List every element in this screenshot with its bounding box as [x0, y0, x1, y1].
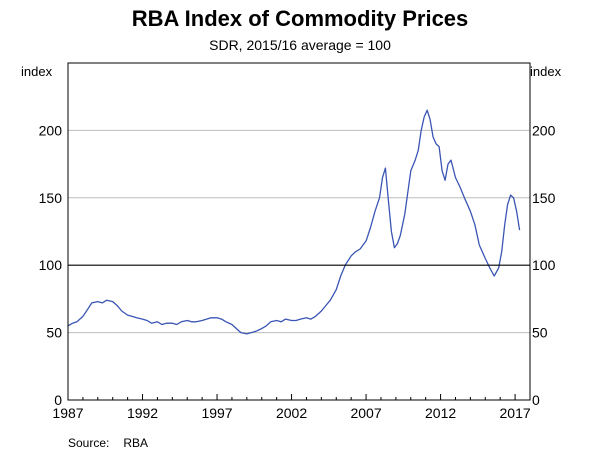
source-value: RBA: [123, 436, 149, 450]
y-tick-label-left-100: 100: [39, 257, 63, 273]
series-layer: [67, 109, 521, 335]
y-tick-label-left-150: 150: [39, 190, 63, 206]
x-tick-label-2012: 2012: [425, 405, 456, 421]
y-axis-label-left: index: [21, 64, 53, 79]
y-tick-label-left-0: 0: [54, 392, 62, 408]
y-tick-label-right-150: 150: [532, 190, 556, 206]
x-tick-label-1997: 1997: [201, 405, 232, 421]
y-tick-label-right-200: 200: [532, 122, 556, 138]
x-tick-label-1987: 1987: [52, 405, 83, 421]
chart-title: RBA Index of Commodity Prices: [131, 6, 469, 31]
y-tick-label-right-50: 50: [532, 325, 548, 341]
source-note: Source: RBA: [68, 436, 148, 450]
x-tick-label-2017: 2017: [500, 405, 531, 421]
y-tick-label-right-0: 0: [532, 392, 540, 408]
y-tick-label-left-50: 50: [46, 325, 62, 341]
x-tick-label-2002: 2002: [276, 405, 307, 421]
plot-frame: [67, 62, 531, 401]
y-axis-label-right: index: [530, 64, 562, 79]
tick-labels: 0 0 50 50 100 100 150 150 200 200 1987 1992 1997 2002…: [39, 122, 556, 421]
y-tick-label-right-100: 100: [532, 257, 556, 273]
x-tick-label-1992: 1992: [127, 405, 158, 421]
y-tick-label-left-200: 200: [39, 122, 63, 138]
series-line-commodity-index: [67, 109, 521, 335]
grid-lines: [68, 129, 530, 334]
tick-marks: [67, 394, 531, 400]
x-tick-label-2007: 2007: [350, 405, 381, 421]
chart-subtitle: SDR, 2015/16 average = 100: [209, 37, 391, 53]
source-label: Source:: [68, 436, 110, 450]
